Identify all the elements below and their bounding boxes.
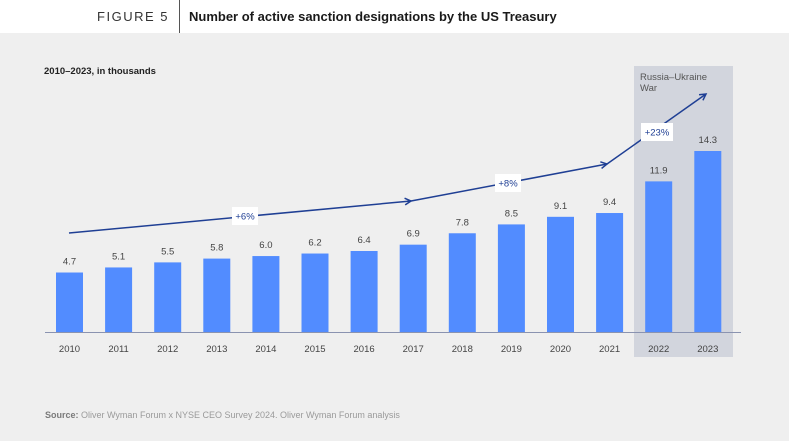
value-label-2019: 8.5 [505,208,518,219]
bar-2013 [203,258,231,332]
value-label-2020: 9.1 [554,201,567,212]
bar-2020 [547,216,574,332]
value-label-2010: 4.7 [63,257,76,268]
value-label-2015: 6.2 [308,238,321,249]
bar-2018 [448,233,476,332]
value-label-2023: 14.3 [699,135,718,146]
trend-arrowhead-3 [698,93,708,101]
trend-label-1: +6% [235,212,255,223]
highlight-label-line1: Russia–Ukraine [640,72,707,83]
trend-label-box-1 [232,207,258,225]
bar-2021 [596,213,624,332]
bar-2016 [350,250,378,332]
bar-2017 [399,244,427,332]
bar-2010 [56,272,83,332]
figure-label: FIGURE 5 [97,9,169,24]
value-label-2012: 5.5 [161,246,174,257]
highlight-label-line2: War [640,83,657,94]
x-tick-label-2022: 2022 [648,344,669,355]
x-tick-label-2023: 2023 [697,344,718,355]
trend-label-3: +23% [645,128,670,139]
x-tick-label-2018: 2018 [452,344,473,355]
trend-label-2: +8% [498,179,518,190]
trend-label-box-2 [495,174,521,192]
x-tick-label-2020: 2020 [550,344,571,355]
bar-2014 [252,256,280,332]
value-label-2018: 7.8 [456,217,469,228]
x-tick-label-2010: 2010 [59,344,80,355]
value-label-2022: 11.9 [650,165,668,176]
header-divider [179,0,180,33]
bar-2023 [694,151,722,332]
value-label-2013: 5.8 [210,243,223,254]
x-tick-label-2015: 2015 [304,344,325,355]
bar-2015 [301,253,329,332]
x-tick-label-2013: 2013 [206,344,227,355]
bar-2012 [154,262,182,332]
chart-subtitle: 2010–2023, in thousands [44,66,156,77]
value-label-2017: 6.9 [407,229,420,240]
source-text: Oliver Wyman Forum x NYSE CEO Survey 202… [78,410,400,420]
trend-label-box-3 [641,123,673,141]
x-tick-label-2016: 2016 [354,344,375,355]
value-label-2021: 9.4 [603,197,616,208]
x-tick-label-2014: 2014 [255,344,276,355]
x-tick-label-2017: 2017 [403,344,424,355]
source-label: Source: [45,410,79,420]
x-tick-label-2021: 2021 [599,344,620,355]
value-label-2016: 6.4 [357,235,370,246]
source-note: Source: Oliver Wyman Forum x NYSE CEO Su… [45,410,400,420]
bar-2019 [497,224,525,332]
value-label-2014: 6.0 [259,240,272,251]
bar-2022 [645,181,673,332]
figure-title: Number of active sanction designations b… [189,9,557,24]
bar-2011 [105,267,133,332]
value-label-2011: 5.1 [112,251,125,262]
x-tick-label-2011: 2011 [108,344,128,355]
figure-header: FIGURE 5 Number of active sanction desig… [0,0,789,33]
x-tick-label-2012: 2012 [157,344,178,355]
x-tick-label-2019: 2019 [501,344,522,355]
